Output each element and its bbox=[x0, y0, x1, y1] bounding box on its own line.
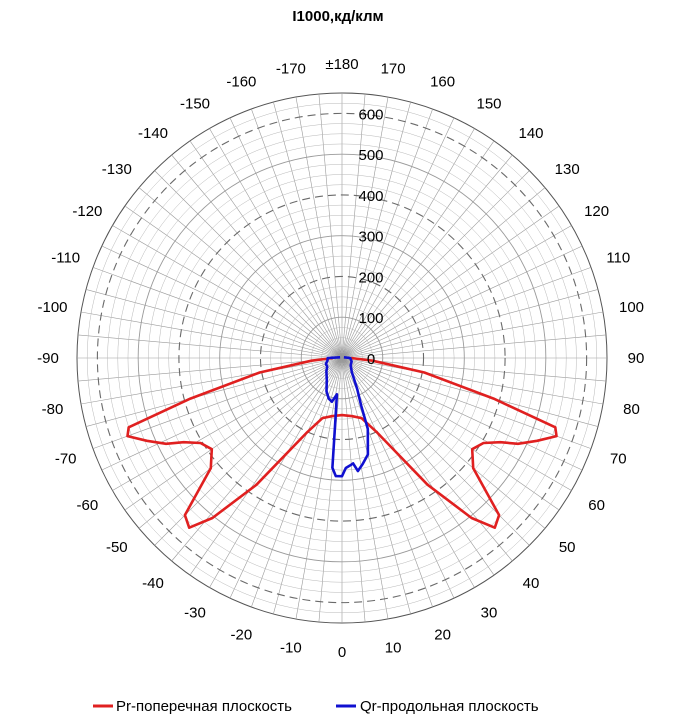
grid-ring-major bbox=[96, 112, 588, 604]
angle-tick-label: -130 bbox=[102, 161, 132, 178]
angle-tick-label: 80 bbox=[623, 401, 640, 418]
legend: Pr-поперечная плоскость Qr-продольная пло… bbox=[93, 698, 539, 715]
angle-tick-label: -30 bbox=[184, 605, 206, 622]
radial-tick-label: 600 bbox=[358, 106, 383, 123]
polar-grid bbox=[76, 92, 608, 624]
grid-ring bbox=[199, 215, 485, 501]
radial-tick-labels: 0 100 200 300 400 500 600 bbox=[358, 106, 383, 368]
radial-tick-label: 300 bbox=[358, 229, 383, 246]
angle-tick-label: -100 bbox=[37, 299, 67, 316]
grid-ring bbox=[311, 327, 373, 389]
angle-tick-label: 20 bbox=[434, 626, 451, 643]
grid-ring bbox=[250, 266, 434, 450]
angle-tick-label: 0 bbox=[338, 644, 346, 661]
angle-tick-label: -150 bbox=[180, 95, 210, 112]
angle-tick-label: 60 bbox=[588, 497, 605, 514]
radial-tick-label: 0 bbox=[367, 351, 375, 368]
angle-tick-labels: ±180 170160150140130120110100908070605040… bbox=[37, 56, 644, 661]
angle-tick-label: 70 bbox=[610, 451, 627, 468]
grid-ring bbox=[86, 102, 598, 614]
angle-tick-label: 120 bbox=[584, 203, 609, 220]
series-line-qr bbox=[324, 356, 370, 478]
grid-ring bbox=[137, 153, 547, 563]
grid-ring bbox=[280, 296, 404, 420]
angle-tick-label: ±180 bbox=[325, 56, 358, 73]
grid-ring bbox=[168, 184, 516, 532]
grid-ring bbox=[148, 164, 536, 552]
angle-tick-label: -70 bbox=[55, 451, 77, 468]
angle-tick-label: -20 bbox=[231, 626, 253, 643]
grid-ring bbox=[270, 286, 414, 430]
angle-tick-label: 50 bbox=[559, 539, 576, 556]
grid-ring bbox=[158, 174, 526, 542]
angle-tick-label: -120 bbox=[72, 203, 102, 220]
angle-tick-label: -50 bbox=[106, 539, 128, 556]
angle-tick-label: 160 bbox=[430, 74, 455, 91]
series-line-pr bbox=[126, 356, 558, 530]
angle-tick-label: 10 bbox=[385, 640, 402, 657]
grid-ring bbox=[188, 204, 496, 512]
grid-ring bbox=[219, 235, 465, 481]
angle-tick-label: -10 bbox=[280, 640, 302, 657]
grid-ring bbox=[127, 143, 557, 573]
radial-tick-label: 100 bbox=[358, 310, 383, 327]
grid-ring bbox=[239, 255, 445, 461]
legend-label: Qr-продольная плоскость bbox=[360, 698, 539, 715]
angle-tick-label: 40 bbox=[523, 575, 540, 592]
angle-tick-label: -90 bbox=[37, 350, 59, 367]
angle-tick-label: -40 bbox=[142, 575, 164, 592]
grid-ring bbox=[117, 133, 567, 583]
grid-ring bbox=[107, 123, 577, 593]
grid-ring bbox=[321, 337, 363, 379]
angle-tick-label: 150 bbox=[476, 95, 501, 112]
grid-ring bbox=[290, 306, 394, 410]
grid-ring bbox=[300, 316, 384, 400]
angle-tick-label: -140 bbox=[138, 125, 168, 142]
series-layer bbox=[126, 356, 558, 530]
angle-tick-label: 130 bbox=[555, 161, 580, 178]
angle-tick-label: 90 bbox=[628, 350, 645, 367]
radial-tick-label: 200 bbox=[358, 269, 383, 286]
angle-tick-label: -110 bbox=[51, 249, 80, 266]
angle-tick-label: -80 bbox=[42, 401, 64, 418]
radial-tick-label: 500 bbox=[358, 147, 383, 164]
chart-title: I1000,кд/клм bbox=[292, 8, 383, 25]
angle-tick-label: 140 bbox=[518, 125, 543, 142]
angle-tick-label: -160 bbox=[226, 74, 256, 91]
grid-ring bbox=[209, 225, 475, 491]
radial-tick-label: 400 bbox=[358, 188, 383, 205]
grid-ring bbox=[229, 245, 455, 471]
angle-tick-label: 110 bbox=[606, 249, 630, 266]
legend-label: Pr-поперечная плоскость bbox=[116, 698, 292, 715]
angle-tick-label: 30 bbox=[481, 605, 498, 622]
angle-tick-label: -170 bbox=[276, 61, 306, 78]
angle-tick-label: 100 bbox=[619, 299, 644, 316]
grid-ring-major bbox=[259, 275, 425, 441]
grid-ring-major bbox=[178, 194, 506, 522]
angle-tick-label: 170 bbox=[381, 61, 406, 78]
angle-tick-label: -60 bbox=[77, 497, 99, 514]
